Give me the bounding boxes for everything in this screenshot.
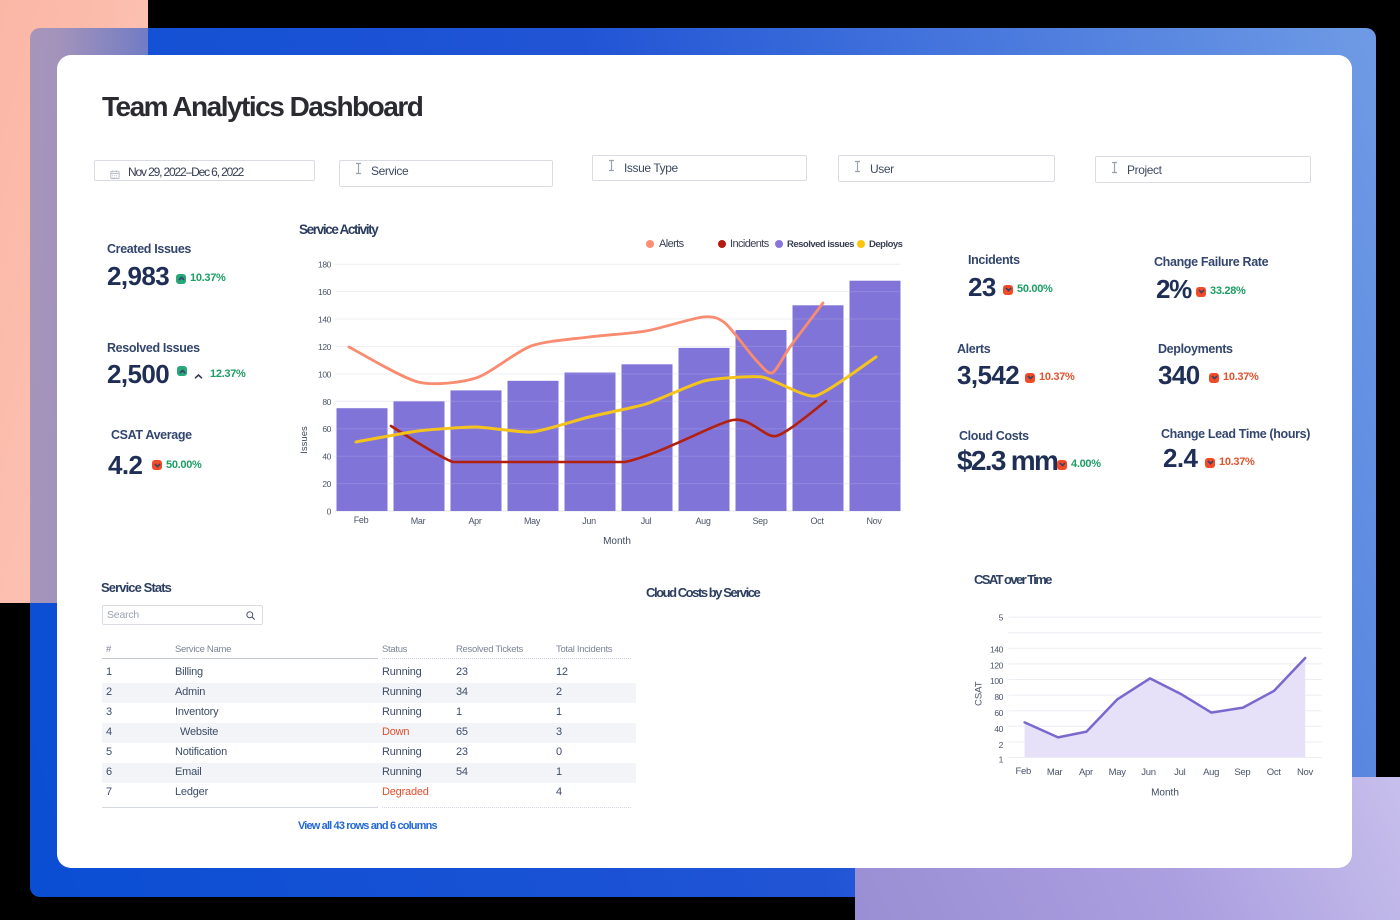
svg-text:Mar: Mar: [411, 516, 426, 526]
svg-text:May: May: [1109, 767, 1127, 778]
svg-text:180: 180: [318, 260, 332, 270]
svg-text:40: 40: [322, 452, 331, 462]
svg-text:Month: Month: [603, 536, 631, 547]
svg-text:120: 120: [318, 342, 332, 352]
svg-text:Jul: Jul: [1174, 767, 1185, 778]
svg-text:Aug: Aug: [1203, 767, 1219, 778]
svg-text:Apr: Apr: [468, 516, 481, 526]
svg-text:120: 120: [990, 660, 1004, 670]
svg-text:80: 80: [322, 397, 331, 407]
svg-text:100: 100: [318, 369, 332, 379]
svg-text:May: May: [524, 516, 541, 526]
svg-text:Oct: Oct: [1267, 767, 1282, 778]
svg-text:Feb: Feb: [1016, 766, 1031, 777]
svg-text:60: 60: [322, 424, 331, 434]
svg-text:Jun: Jun: [1141, 767, 1155, 778]
svg-text:5: 5: [999, 613, 1004, 623]
svg-text:Month: Month: [1151, 788, 1179, 799]
svg-text:140: 140: [318, 315, 332, 325]
svg-text:Jun: Jun: [582, 516, 596, 526]
svg-text:80: 80: [994, 692, 1003, 702]
svg-text:Mar: Mar: [1047, 767, 1063, 778]
svg-text:Sep: Sep: [752, 516, 767, 526]
svg-text:Feb: Feb: [354, 515, 369, 525]
svg-text:0: 0: [327, 507, 332, 517]
svg-text:Nov: Nov: [866, 516, 882, 526]
svg-text:CSAT: CSAT: [974, 681, 985, 706]
svg-text:160: 160: [318, 287, 332, 297]
svg-text:Issues: Issues: [299, 426, 310, 454]
svg-text:40: 40: [994, 724, 1003, 734]
svg-text:Apr: Apr: [1079, 767, 1093, 778]
svg-text:100: 100: [990, 676, 1004, 686]
svg-text:1: 1: [999, 754, 1004, 764]
svg-text:Jul: Jul: [641, 516, 652, 526]
svg-text:20: 20: [322, 479, 331, 489]
svg-text:140: 140: [990, 644, 1004, 654]
svg-text:60: 60: [994, 708, 1003, 718]
svg-text:Aug: Aug: [695, 516, 710, 526]
svg-text:Sep: Sep: [1234, 767, 1250, 778]
svg-text:2: 2: [999, 740, 1004, 750]
svg-text:Oct: Oct: [810, 516, 824, 526]
svg-text:Nov: Nov: [1297, 767, 1314, 778]
